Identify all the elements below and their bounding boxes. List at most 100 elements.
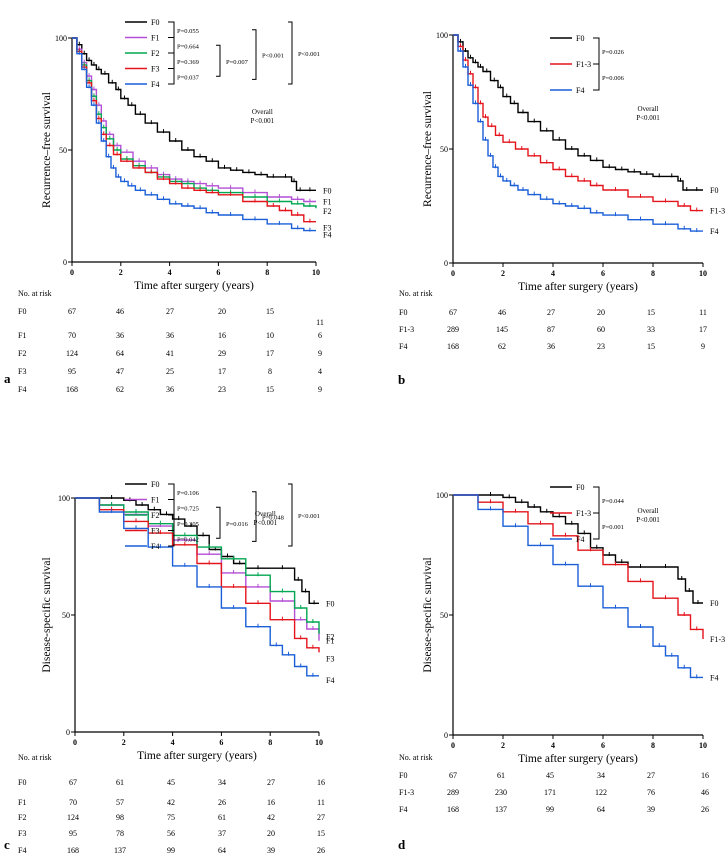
- risk-cell: 171: [544, 788, 556, 797]
- risk-row-label: F0: [399, 308, 407, 317]
- risk-cell: 23: [218, 385, 226, 394]
- series-line-F0: [453, 34, 703, 191]
- risk-cell: 4: [318, 367, 322, 376]
- group-bracket: [288, 483, 293, 547]
- risk-cell: 20: [218, 307, 226, 316]
- risk-cell: 64: [597, 805, 605, 814]
- risk-cell: 27: [317, 813, 325, 822]
- pairwise-p-value: P=0.725: [177, 505, 199, 512]
- x-tick-label: 4: [551, 269, 555, 278]
- legend-label-F0: F0: [151, 18, 159, 27]
- x-tick-label: 2: [122, 738, 126, 747]
- risk-cell: 34: [597, 771, 605, 780]
- group-bracket: [252, 29, 257, 80]
- risk-cell: 9: [318, 349, 322, 358]
- pairwise-bracket: [168, 499, 175, 516]
- risk-cell: 47: [116, 367, 124, 376]
- risk-cell: 56: [167, 829, 175, 838]
- end-label-F0: F0: [323, 186, 331, 195]
- risk-cell: 17: [218, 367, 226, 376]
- y-tick-label: 100: [436, 31, 448, 40]
- risk-cell: 137: [495, 805, 507, 814]
- x-tick-label: 4: [168, 268, 172, 277]
- x-tick-label: 8: [265, 268, 269, 277]
- risk-row-label: F2: [18, 813, 26, 822]
- risk-cell: 70: [68, 331, 76, 340]
- panel-c: 0 50 100 0 2 4 6 8 10 Time after surgery (years) D…: [4, 480, 334, 855]
- risk-cell: 289: [447, 788, 459, 797]
- risk-cell: 168: [447, 342, 459, 351]
- risk-row-label: F0: [399, 771, 407, 780]
- x-tick-label: 10: [315, 738, 323, 747]
- risk-cell: 15: [266, 307, 274, 316]
- risk-cell: 60: [597, 325, 605, 334]
- legend-label-F4: F4: [576, 86, 584, 95]
- risk-cell: 27: [547, 308, 555, 317]
- y-tick-label: 0: [444, 259, 448, 268]
- legend-label-F4: F4: [151, 542, 159, 551]
- risk-cell: 36: [116, 331, 124, 340]
- risk-row-label: F4: [18, 385, 26, 394]
- group-p-value: P=0.007: [226, 59, 249, 66]
- risk-cell: 15: [647, 308, 655, 317]
- pairwise-p-value: P=0.026: [602, 49, 625, 56]
- risk-cell: 9: [318, 385, 322, 394]
- series-line-F1-3: [453, 34, 703, 212]
- group-p-value: P<0.001: [262, 53, 284, 60]
- risk-cell: 99: [546, 805, 554, 814]
- y-tick-label: 0: [63, 258, 67, 267]
- end-label-F0: F0: [326, 599, 334, 608]
- panel-label: c: [4, 837, 10, 852]
- end-label-F2: F2: [323, 207, 331, 216]
- overall-p-value: P<0.001: [636, 114, 660, 122]
- x-axis-title: Time after surgery (years): [137, 750, 257, 762]
- x-tick-label: 4: [171, 738, 175, 747]
- risk-cell: 124: [67, 813, 79, 822]
- x-tick-label: 10: [312, 268, 320, 277]
- group-p-value: P=0.016: [226, 521, 249, 528]
- legend-label-F1-3: F1-3: [576, 509, 591, 518]
- legend-label-F1: F1: [151, 34, 159, 43]
- risk-row-label: F0: [18, 307, 26, 316]
- pairwise-bracket: [168, 37, 175, 54]
- x-tick-label: 8: [651, 741, 655, 750]
- y-tick-label: 50: [440, 145, 448, 154]
- risk-cell: 16: [218, 331, 226, 340]
- risk-cell: 289: [447, 325, 459, 334]
- risk-cell: 230: [495, 788, 507, 797]
- risk-cell: 46: [116, 307, 124, 316]
- group-bracket: [216, 44, 221, 77]
- series-line-F4: [75, 497, 319, 677]
- x-tick-label: 2: [501, 269, 505, 278]
- risk-table-title: No. at risk: [399, 753, 433, 762]
- risk-table-title: No. at risk: [18, 753, 52, 762]
- x-tick-label: 6: [601, 741, 605, 750]
- x-tick-label: 8: [268, 738, 272, 747]
- pairwise-bracket: [168, 21, 175, 38]
- y-tick-label: 50: [440, 611, 448, 620]
- y-axis-title: Disease-specific survival: [41, 557, 53, 672]
- risk-cell: 124: [66, 349, 78, 358]
- pairwise-bracket: [168, 530, 175, 547]
- risk-cell: 76: [647, 788, 655, 797]
- series-line-F4: [453, 34, 703, 232]
- risk-cell: 41: [166, 349, 174, 358]
- risk-row-label: F1-3: [399, 325, 414, 334]
- x-tick-label: 0: [73, 738, 77, 747]
- risk-cell: 15: [647, 342, 655, 351]
- series-line-F1-3: [453, 494, 704, 639]
- legend-label-F4: F4: [151, 80, 159, 89]
- x-tick-label: 10: [699, 269, 707, 278]
- pairwise-bracket: [593, 37, 600, 65]
- x-axis-title: Time after surgery (years): [518, 281, 638, 293]
- pairwise-p-value: P=0.664: [177, 43, 200, 50]
- y-tick-label: 0: [66, 728, 70, 737]
- legend-label-F1-3: F1-3: [576, 60, 591, 69]
- overall-label: Overall: [255, 510, 276, 518]
- risk-cell: 67: [449, 308, 457, 317]
- risk-cell: 99: [167, 846, 175, 855]
- risk-cell: 27: [166, 307, 174, 316]
